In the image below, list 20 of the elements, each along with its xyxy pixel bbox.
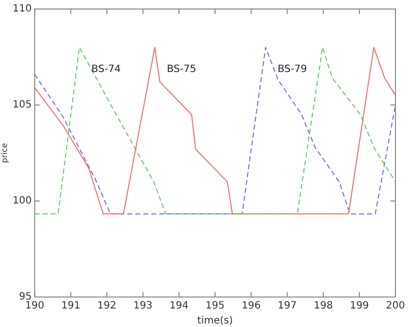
x-tick-label: 194 <box>169 300 189 312</box>
x-tick-label: 190 <box>25 300 44 312</box>
x-tick-label: 200 <box>386 300 406 312</box>
series-label: BS-75 <box>166 64 196 75</box>
x-tick-label: 199 <box>350 300 369 312</box>
x-tick-label: 192 <box>97 300 116 312</box>
y-axis-title: price <box>0 142 9 163</box>
x-tick-label: 196 <box>242 300 261 312</box>
y-tick-label: 110 <box>12 4 32 15</box>
x-tick-label: 197 <box>278 300 297 312</box>
x-tick-label: 193 <box>133 300 152 312</box>
x-axis-title: time(s) <box>197 316 233 327</box>
x-tick-label: 195 <box>206 300 225 312</box>
y-tick-label: 105 <box>12 100 32 111</box>
y-tick-label: 100 <box>12 196 32 207</box>
x-tick-label: 198 <box>314 300 333 312</box>
series-label: BS-74 <box>91 64 121 75</box>
series-label: BS-79 <box>278 64 307 75</box>
line-series <box>34 46 396 214</box>
x-tick-label: 191 <box>61 300 80 312</box>
